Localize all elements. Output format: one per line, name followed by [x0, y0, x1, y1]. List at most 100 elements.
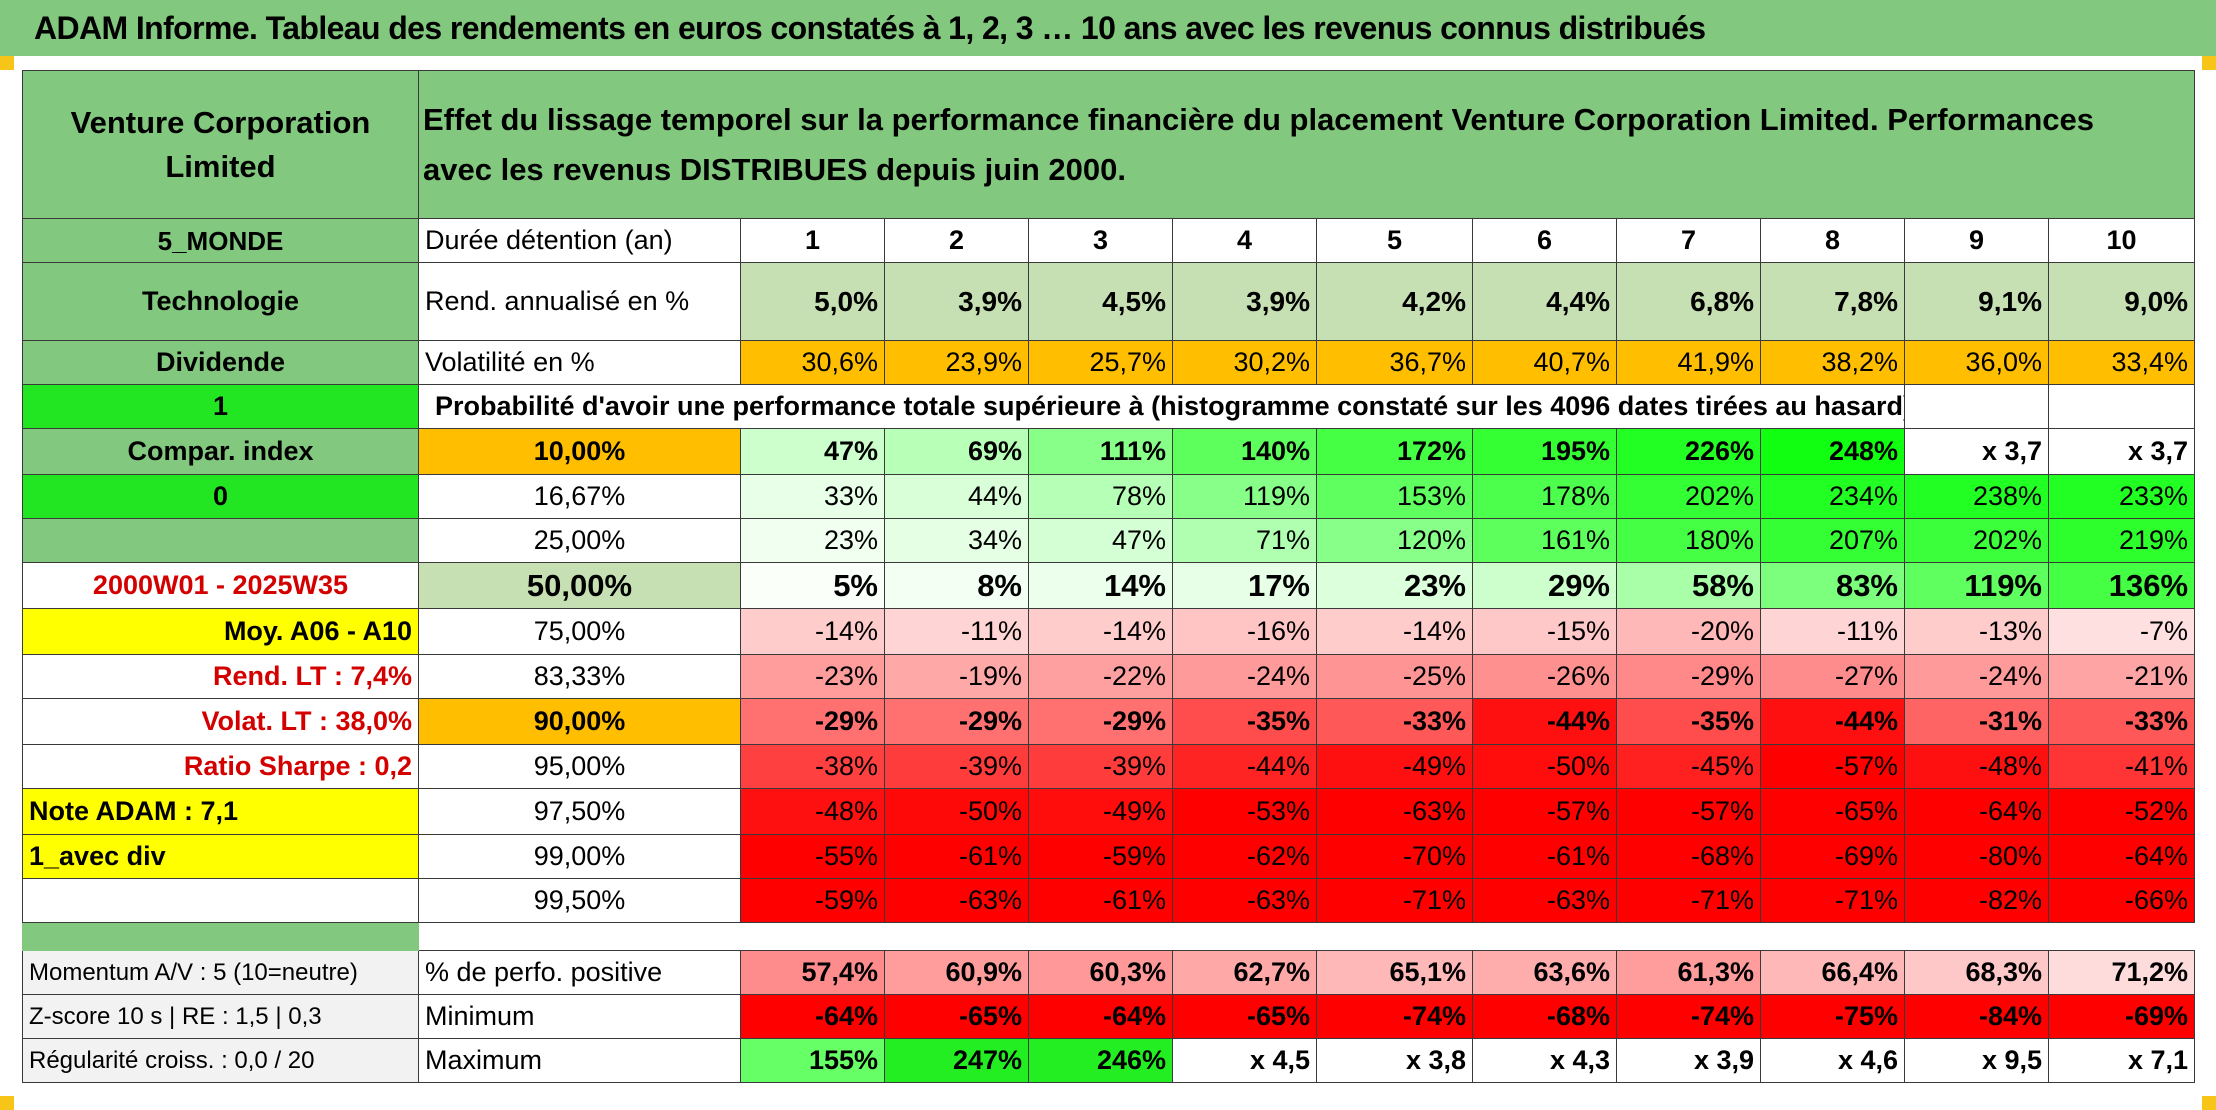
title-bar: ADAM Informe. Tableau des rendements en … [0, 0, 2216, 56]
quantile-value: x 3,7 [1904, 428, 2049, 475]
quantile-value: 33% [740, 474, 885, 519]
quantile-value: -63% [1472, 878, 1617, 923]
quantile-value: -80% [1904, 834, 2049, 879]
quantile-value: -29% [740, 698, 885, 745]
fund-description: Effet du lissage temporel sur la perform… [417, 70, 2196, 219]
stats-value: 60,3% [1028, 950, 1173, 995]
quantile-value: 234% [1760, 474, 1905, 519]
quantile-value: -11% [1760, 608, 1905, 655]
quantile-value: -63% [1172, 878, 1317, 923]
quantile-value: 248% [1760, 428, 1905, 475]
quantile-row: Ratio Sharpe : 0,2 95,00% -38% -39% -39% -44%… [22, 744, 2196, 789]
quantile-value: -22% [1028, 654, 1173, 699]
sharpe-label: Ratio Sharpe : 0,2 [22, 744, 419, 789]
quantile-value: 78% [1028, 474, 1173, 519]
year-header: 2 [884, 218, 1029, 263]
moy-label: Moy. A06 - A10 [22, 608, 419, 655]
quantile-value: -50% [884, 788, 1029, 835]
corner-marker [0, 1096, 14, 1110]
year-header: 4 [1172, 218, 1317, 263]
quantile-value: -50% [1472, 744, 1617, 789]
stats-value: x 4,3 [1472, 1038, 1617, 1083]
quantile-value: -14% [1316, 608, 1473, 655]
stats-value: -75% [1760, 994, 1905, 1039]
quantile-value: 71% [1172, 518, 1317, 563]
quantile-value: 153% [1316, 474, 1473, 519]
volat-value: 30,2% [1172, 340, 1317, 385]
stats-row: Momentum A/V : 5 (10=neutre)% de perfo. … [22, 950, 2196, 995]
rend-value: 3,9% [884, 262, 1029, 341]
empty-cell [2047, 384, 2196, 429]
quantile-value: -11% [884, 608, 1029, 655]
quantile-value: -31% [1904, 698, 2049, 745]
quantile-value: -48% [1904, 744, 2049, 789]
stats-value: x 9,5 [1904, 1038, 2049, 1083]
quantile-row: Moy. A06 - A10 75,00% -14% -11% -14% -16% -14%… [22, 608, 2196, 655]
stats-value: 247% [884, 1038, 1029, 1083]
quantile-value: -65% [1760, 788, 1905, 835]
volat-value: 25,7% [1028, 340, 1173, 385]
separator-cell [22, 922, 419, 951]
quantile-value: 233% [2047, 474, 2196, 519]
performance-table: Venture Corporation Limited Effet du lis… [22, 70, 2196, 1083]
quantile-value: -14% [740, 608, 885, 655]
quantile-value: -63% [1316, 788, 1473, 835]
quantile-label: 25,00% [418, 518, 741, 563]
quantile-value: -68% [1616, 834, 1761, 879]
quantile-value: -71% [1616, 878, 1761, 923]
quantile-value: -61% [884, 834, 1029, 879]
stats-value: -74% [1616, 994, 1761, 1039]
stats-value: 57,4% [740, 950, 885, 995]
stats-label: % de perfo. positive [418, 950, 741, 995]
quantile-value: 119% [1172, 474, 1317, 519]
quantile-value: -39% [1028, 744, 1173, 789]
stats-row: Régularité croiss. : 0,0 / 20 Maximum 155%… [22, 1038, 2196, 1083]
quantile-value: -64% [1904, 788, 2049, 835]
stats-value: 68,3% [1904, 950, 2049, 995]
stats-value: 62,7% [1172, 950, 1317, 995]
quantile-value: 180% [1616, 518, 1761, 563]
year-header: 1 [740, 218, 885, 263]
stats-value: -69% [2047, 994, 2196, 1039]
stats-left-label: Z-score 10 s | RE : 1,5 | 0,3 [22, 994, 419, 1039]
quantile-value: -41% [2047, 744, 2196, 789]
quantile-value: 23% [1316, 562, 1473, 609]
quantile-value: 172% [1316, 428, 1473, 475]
quantile-value: -33% [2047, 698, 2196, 745]
corner-marker [0, 56, 14, 70]
rend-value: 9,1% [1904, 262, 2049, 341]
stats-value: x 3,9 [1616, 1038, 1761, 1083]
corner-marker [2202, 56, 2216, 70]
year-header: 7 [1616, 218, 1761, 263]
quantile-value: 111% [1028, 428, 1173, 475]
year-header: 9 [1904, 218, 2049, 263]
separator-cell [419, 923, 2195, 951]
quantile-row: 1_avec div 99,00% -55% -61% -59% -62% -70% -61%… [22, 834, 2196, 879]
quantile-row: 25,00% 23% 34% 47% 71% 120% 161% 180% 207% 202% 21… [22, 518, 2196, 563]
quantile-value: -14% [1028, 608, 1173, 655]
quantile-value: -35% [1172, 698, 1317, 745]
quantile-value: 178% [1472, 474, 1617, 519]
blank-label [22, 518, 419, 563]
stats-value: 71,2% [2047, 950, 2196, 995]
quantile-value: -70% [1316, 834, 1473, 879]
region-label: 5_MONDE [22, 218, 419, 263]
quantile-value: 83% [1760, 562, 1905, 609]
rend-lt-label: Rend. LT : 7,4% [22, 654, 419, 699]
quantile-value: 207% [1760, 518, 1905, 563]
quantile-value: -63% [884, 878, 1029, 923]
quantile-value: 14% [1028, 562, 1173, 609]
quantile-value: -29% [1028, 698, 1173, 745]
empty-left-cell [22, 878, 419, 923]
performance-table-frame: Venture Corporation Limited Effet du lis… [22, 70, 2196, 1104]
stats-value: -74% [1316, 994, 1473, 1039]
volat-value: 40,7% [1472, 340, 1617, 385]
rend-value: 3,9% [1172, 262, 1317, 341]
quantile-value: -35% [1616, 698, 1761, 745]
quantile-value: -39% [884, 744, 1029, 789]
quantile-value: -24% [1904, 654, 2049, 699]
quantile-value: -49% [1316, 744, 1473, 789]
quantile-value: -52% [2047, 788, 2196, 835]
quantile-value: 120% [1316, 518, 1473, 563]
quantile-value: -82% [1904, 878, 2049, 923]
